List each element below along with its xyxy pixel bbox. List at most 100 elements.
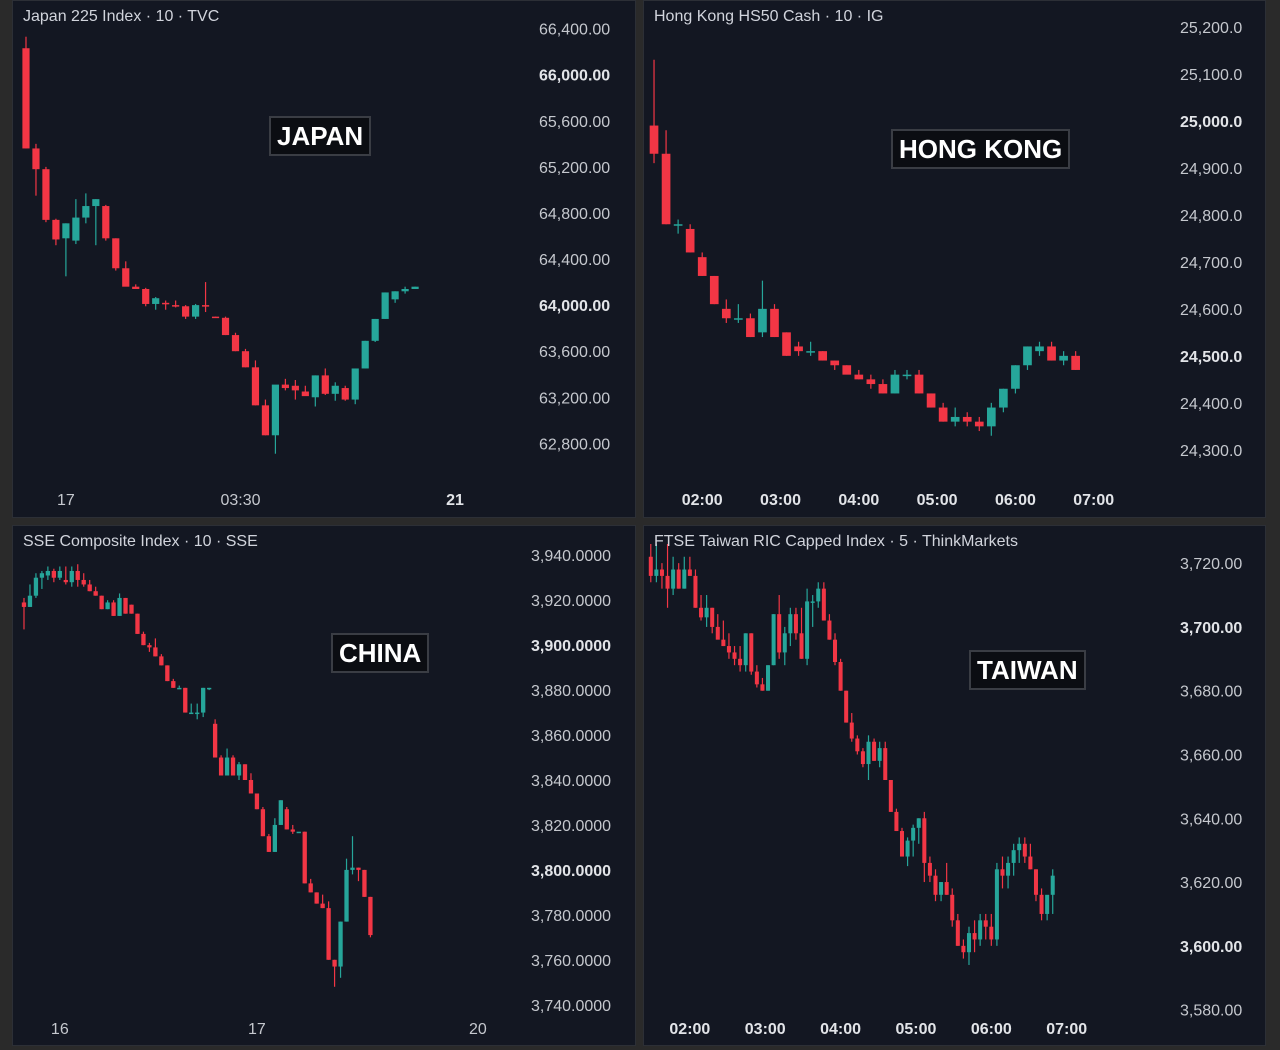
taiwan-chart-title: FTSE Taiwan RIC Capped Index · 5 · Think… — [654, 533, 1018, 550]
candle — [1039, 888, 1044, 921]
candle — [732, 646, 737, 666]
x-axis-tick-label: 21 — [446, 492, 464, 509]
candle — [671, 556, 676, 596]
y-axis-tick-label: 24,300.0 — [1180, 443, 1242, 460]
candle — [905, 837, 910, 867]
hongkong-chart-title: Hong Kong HS50 Cash · 10 · IG — [654, 8, 884, 25]
candle — [766, 665, 771, 691]
candle — [827, 614, 832, 640]
x-axis-tick-label: 07:00 — [1073, 492, 1114, 509]
candle — [93, 586, 98, 596]
candle — [45, 566, 51, 580]
candle — [311, 375, 319, 407]
candle — [224, 748, 230, 776]
candle — [1000, 856, 1005, 889]
candle — [939, 882, 944, 902]
candle — [22, 36, 30, 149]
x-axis-tick-label: 20 — [469, 1021, 487, 1038]
candle — [351, 368, 359, 405]
candle — [338, 921, 343, 978]
y-axis-tick-label: 25,000.0 — [1180, 114, 1242, 131]
candle — [899, 827, 905, 857]
candle — [888, 780, 893, 812]
candle — [129, 604, 134, 614]
candle — [989, 913, 994, 946]
candle — [721, 620, 726, 647]
candle — [860, 748, 865, 768]
hongkong-region-label: HONG KONG — [891, 129, 1071, 169]
candle — [770, 304, 779, 338]
candle — [1011, 843, 1016, 876]
candle — [201, 282, 210, 313]
taiwan-region-label: TAIWAN — [969, 650, 1086, 690]
y-axis-tick-label: 3,780.0000 — [531, 908, 611, 925]
candle — [849, 713, 854, 742]
candle — [902, 369, 912, 380]
candle — [63, 566, 68, 585]
candle — [866, 374, 876, 389]
y-axis-tick-label: 3,600.00 — [1180, 939, 1242, 956]
candle — [391, 291, 399, 303]
candle — [986, 402, 996, 436]
candle — [665, 544, 670, 608]
candle — [241, 348, 250, 368]
candle — [844, 690, 849, 723]
candle — [33, 573, 39, 598]
candle — [221, 316, 230, 336]
candle — [810, 595, 815, 627]
candle — [685, 224, 695, 253]
y-axis-tick-label: 3,760.0000 — [531, 953, 611, 970]
taiwan-candlestick-chart: 3,720.00 3,700.00 3,680.00 3,660.00 3,640.00… — [648, 544, 1242, 1038]
candle — [271, 384, 279, 454]
japan-region-label: JAPAN — [269, 116, 372, 156]
x-axis-tick-label: 03:30 — [220, 492, 260, 509]
y-axis-tick-label: 3,640.00 — [1180, 811, 1242, 828]
candle — [704, 595, 709, 627]
candle — [57, 566, 62, 580]
candle — [872, 738, 877, 761]
candle — [793, 607, 798, 640]
hongkong-chart-panel: 25,200.0 25,100.0 25,000.0 24,900.0 24,800.0… — [643, 0, 1266, 518]
candle — [308, 878, 313, 893]
candle — [818, 351, 828, 361]
candle — [183, 687, 188, 713]
candle — [799, 607, 804, 659]
y-axis-tick-label: 65,200.00 — [539, 160, 610, 177]
candle — [758, 280, 767, 338]
candle — [381, 292, 389, 319]
y-axis-tick-label: 3,820.0000 — [531, 818, 611, 835]
y-axis-tick-label: 3,720.00 — [1180, 556, 1242, 573]
candle — [749, 633, 754, 675]
candle — [371, 318, 379, 342]
china-chart-title: SSE Composite Index · 10 · SSE — [23, 533, 258, 550]
x-axis-tick-label: 17 — [57, 492, 75, 509]
candle — [192, 303, 200, 319]
candle — [356, 867, 361, 882]
candle — [231, 332, 240, 352]
candle — [709, 275, 719, 305]
candle — [676, 563, 681, 589]
candle — [855, 735, 860, 755]
y-axis-tick-label: 65,600.00 — [539, 114, 610, 131]
candle — [254, 793, 260, 810]
x-axis-tick-label: 03:00 — [760, 492, 801, 509]
candle — [189, 703, 194, 715]
candle — [805, 588, 810, 666]
candle — [105, 600, 110, 610]
candle — [62, 223, 70, 277]
candle — [159, 654, 164, 666]
candle — [260, 806, 266, 837]
candle — [1017, 837, 1022, 863]
candle — [182, 305, 190, 319]
candle — [27, 584, 33, 607]
candle — [994, 862, 999, 946]
candle — [212, 719, 218, 758]
candle — [302, 831, 307, 884]
japan-candlestick-chart: 66,400.00 66,000.00 65,600.00 65,200.00 64,8… — [22, 22, 610, 509]
candle — [291, 379, 299, 400]
y-axis-tick-label: 3,580.00 — [1180, 1003, 1242, 1020]
candle — [290, 824, 295, 834]
y-axis-tick-label: 25,100.0 — [1180, 67, 1242, 84]
candle — [123, 597, 128, 614]
hongkong-candlestick-chart: 25,200.0 25,100.0 25,000.0 24,900.0 24,800.0… — [649, 20, 1242, 509]
